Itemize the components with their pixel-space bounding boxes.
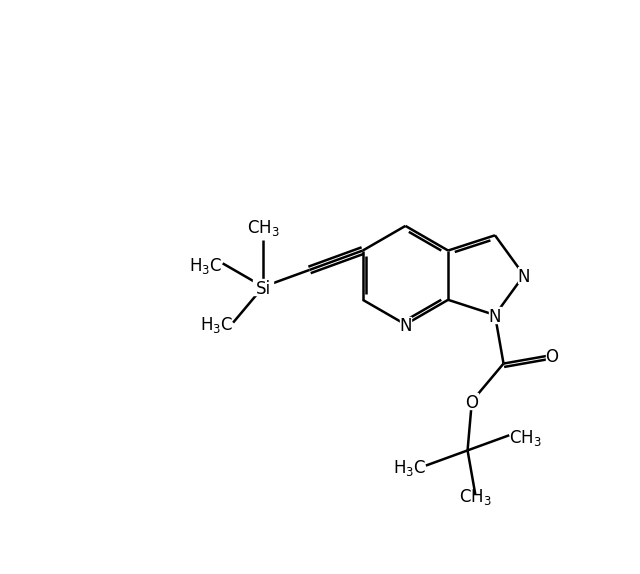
Bar [546, 347, 558, 363]
Bar [466, 393, 478, 409]
Bar [489, 307, 501, 323]
Text: H$_3$C: H$_3$C [393, 458, 426, 478]
Text: CH$_3$: CH$_3$ [509, 428, 542, 448]
Bar [253, 279, 273, 294]
Text: O: O [545, 348, 559, 366]
Text: H$_3$C: H$_3$C [200, 315, 233, 335]
Text: CH$_3$: CH$_3$ [459, 487, 492, 507]
Text: N: N [399, 317, 412, 335]
Text: H$_3$C: H$_3$C [189, 256, 223, 276]
Text: Si: Si [255, 280, 271, 298]
Text: N: N [518, 268, 530, 286]
Text: CH$_3$: CH$_3$ [247, 218, 280, 238]
Bar [399, 317, 412, 332]
Text: N: N [489, 308, 501, 326]
Text: O: O [465, 394, 478, 412]
Bar [518, 267, 530, 283]
